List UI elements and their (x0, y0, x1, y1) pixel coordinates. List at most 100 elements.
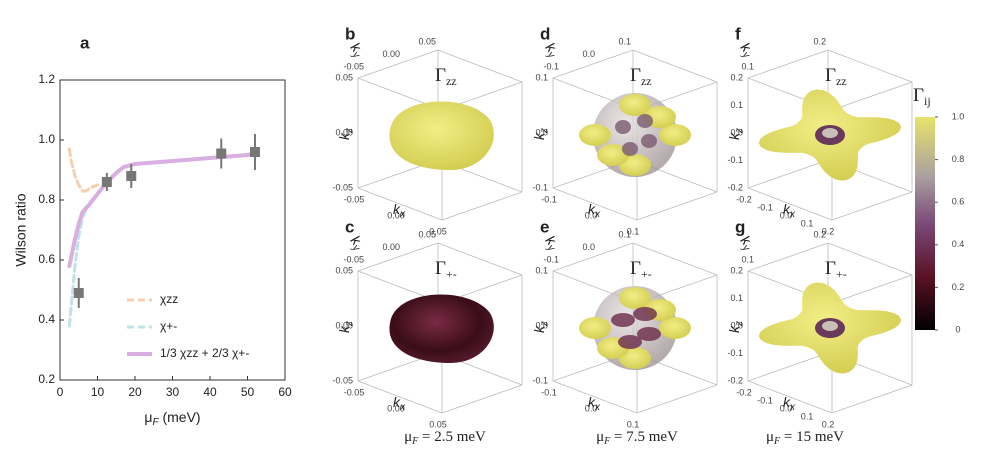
kx-tick: -0.05 (344, 194, 365, 204)
kz-label: kz (726, 321, 745, 333)
cube-edge (747, 49, 829, 79)
colorbar-tick-label: 0 (955, 324, 960, 334)
kx-tick: -0.05 (344, 387, 365, 397)
panel-label: d (540, 24, 550, 43)
series-line (67, 151, 257, 268)
text-part: Γ (630, 258, 641, 279)
cube-edge (636, 191, 718, 221)
x-tick-label: 10 (91, 385, 105, 399)
kz-tick: -0.2 (727, 182, 743, 192)
text-part: F (773, 436, 781, 447)
kx-tick: -0.1 (757, 202, 773, 212)
cube-edge (632, 242, 718, 276)
kx-tick: 0.0 (780, 210, 793, 220)
kx-tick: 0.1 (801, 218, 814, 228)
text-part: k (336, 325, 352, 333)
y-tick-label: 0.4 (38, 312, 55, 326)
cube-edge (552, 380, 638, 414)
data-point (216, 148, 227, 159)
cube-edge (552, 187, 638, 221)
kx-tick: 0.05 (429, 226, 447, 236)
cube-edge (831, 384, 913, 414)
colorbar-tick-label: 0.6 (952, 197, 965, 207)
text-part: k (783, 201, 791, 217)
text-part: k (531, 325, 547, 333)
kx-tick: 0.2 (822, 419, 835, 429)
kx-label: kx (588, 201, 601, 220)
ky-tick: 0.00 (382, 49, 400, 59)
kx-tick: 0.00 (387, 210, 405, 220)
legend-label: 1/3 χzz + 2/3 χ+- (160, 346, 249, 360)
ky-tick: 0.0 (582, 242, 595, 252)
text-part: μ (404, 429, 412, 445)
colorbar-title: Γij (913, 85, 931, 107)
text-part: μ (596, 429, 604, 445)
panel-title: Γzz (630, 65, 652, 87)
kz-tick: 0.0 (730, 127, 743, 137)
kz-tick: 0.2 (730, 72, 743, 82)
panel-label: b (345, 24, 355, 43)
text-part: zz (836, 74, 847, 88)
ky-tick: -0.05 (343, 62, 364, 72)
text-part: k (393, 394, 401, 410)
cube-edge (747, 380, 833, 414)
text-part: Γ (825, 65, 836, 86)
y-tick-label: 0.8 (38, 192, 55, 206)
data-point (73, 288, 84, 298)
data-point (250, 147, 260, 157)
lobe (579, 124, 611, 146)
kx-tick: -0.1 (541, 387, 557, 397)
panel-title: Γzz (435, 65, 457, 87)
colorbar-tick-label: 0.4 (952, 239, 965, 249)
patch (622, 142, 638, 156)
kz-tick: 0.00 (335, 320, 353, 330)
kz-tick: 0.1 (730, 293, 743, 303)
kz-tick: 0.1 (730, 100, 743, 110)
plot-frame (59, 79, 286, 381)
text-part: x (399, 402, 406, 413)
colorbar-tick-label: 0.2 (952, 282, 965, 292)
cube-edge (747, 242, 829, 272)
patch (633, 307, 657, 321)
cube-edge (632, 49, 718, 83)
x-tick-label: 30 (166, 385, 180, 399)
panel-title: Γ+- (630, 258, 652, 280)
text-part: z (734, 128, 745, 134)
kx-tick: -0.1 (541, 194, 557, 204)
patch (641, 134, 657, 148)
cube-edge (441, 191, 523, 221)
ky-tick: -0.1 (543, 62, 559, 72)
y-tick-label: 1.0 (38, 132, 55, 146)
kz-label: kz (531, 128, 550, 140)
text-part: x (594, 402, 601, 413)
caption: μF = 2.5 meV (404, 429, 486, 447)
legend-label: χzz (160, 292, 178, 306)
text-part: Γ (435, 258, 446, 279)
text-part: = 7.5 meV (610, 429, 678, 445)
x-tick-label: 20 (128, 385, 142, 399)
text-part: +- (836, 267, 847, 281)
kx-tick: 0.0 (780, 403, 793, 413)
text-part: zz (446, 74, 457, 88)
kx-tick: 0.00 (387, 403, 405, 413)
cube-edge (831, 81, 913, 111)
ky-tick: 0.05 (418, 229, 436, 239)
cube-edge (831, 274, 913, 304)
text-part: x (594, 209, 601, 220)
patch (611, 313, 635, 327)
text-part: Γ (630, 65, 641, 86)
panel-label: a (80, 33, 90, 52)
ky-tick: 0.0 (582, 49, 595, 59)
ky-tick: 0.2 (813, 36, 826, 46)
kz-tick: -0.05 (332, 375, 353, 385)
cube-edge (437, 242, 523, 276)
cube-edge (636, 384, 718, 414)
kz-tick: -0.1 (532, 182, 548, 192)
fermi-surface (389, 101, 494, 170)
ky-tick: 0.1 (618, 229, 631, 239)
fermi-surface (389, 294, 494, 363)
text-part: k (336, 132, 352, 140)
legend-label: χ+- (160, 319, 177, 333)
cube-edge (831, 191, 913, 221)
